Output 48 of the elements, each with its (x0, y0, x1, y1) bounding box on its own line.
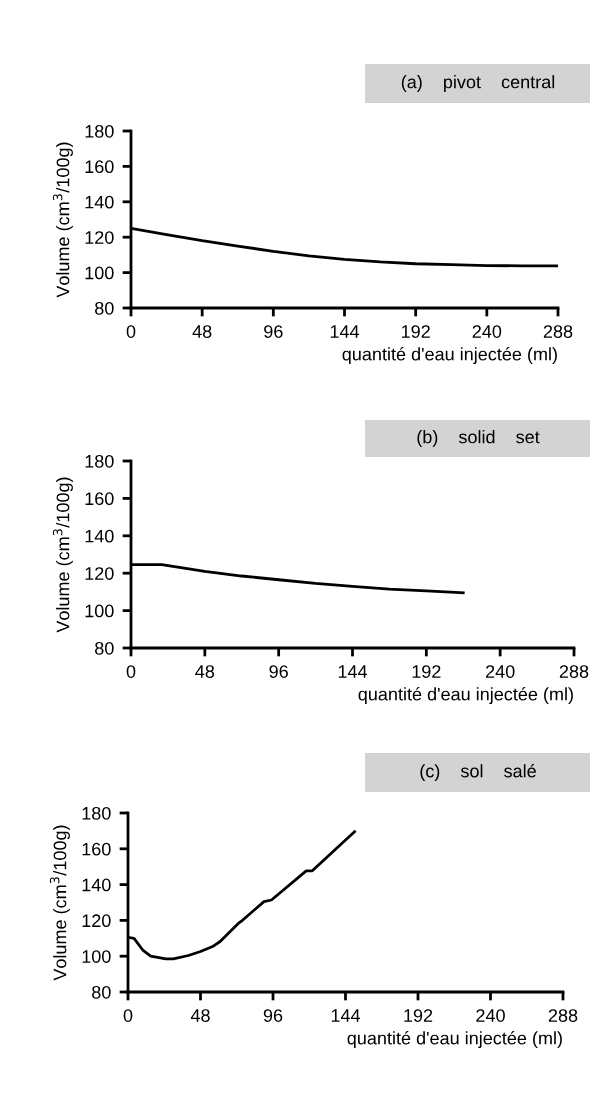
x-tick-label: 288 (543, 325, 573, 338)
x-axis-title: quantité d'eau injectée (ml) (358, 687, 573, 705)
y-tick-label: 120 (85, 231, 114, 244)
x-tick-label: 48 (195, 665, 215, 678)
x-tick-label: 192 (412, 665, 441, 678)
y-tick-label: 80 (95, 641, 114, 655)
x-tick-label: 144 (330, 325, 360, 338)
y-tick-label: 160 (85, 492, 114, 506)
y-tick-label: 100 (85, 604, 114, 618)
y-tick-label: 140 (85, 195, 114, 209)
chart-title: (c) sol salé (420, 763, 536, 782)
y-tick-label: 140 (82, 878, 111, 892)
x-tick-label: 240 (472, 325, 502, 338)
y-tick-label: 80 (92, 985, 111, 999)
x-tick-label: 144 (338, 665, 368, 678)
y-tick-label: 100 (82, 950, 111, 963)
x-tick-label: 240 (486, 665, 515, 678)
y-tick-label: 160 (82, 842, 111, 856)
x-tick-label: 0 (126, 325, 136, 338)
x-tick-label: 48 (192, 325, 212, 338)
y-tick-label: 180 (85, 454, 114, 468)
y-axis-title: Volume (cm$^{3}$/100g) (52, 142, 73, 298)
y-axis-title: Volume (cm$^{3}$/100g) (52, 477, 73, 633)
x-tick-label: 96 (269, 665, 288, 678)
x-tick-label: 288 (548, 1009, 578, 1022)
x-tick-label: 0 (126, 665, 136, 678)
y-tick-label: 120 (82, 914, 111, 928)
chart-title: (a) pivot central (401, 75, 555, 92)
x-axis-title: quantité d'eau injectée (ml) (342, 347, 557, 365)
x-tick-label: 192 (401, 325, 430, 338)
y-tick-label: 140 (85, 529, 114, 543)
x-axis-title: quantité d'eau injectée (ml) (347, 1031, 562, 1049)
x-tick-label: 240 (476, 1009, 505, 1022)
y-axis-title: Volume (cm$^{3}$/100g) (49, 825, 70, 981)
y-tick-label: 180 (85, 124, 114, 138)
chart-title: (b) solid set (417, 430, 540, 447)
x-tick-label: 144 (331, 1009, 361, 1022)
x-tick-label: 48 (190, 1009, 210, 1022)
y-tick-label: 120 (85, 567, 114, 580)
y-tick-label: 100 (85, 266, 114, 280)
y-tick-label: 80 (95, 301, 114, 315)
y-tick-label: 180 (82, 806, 111, 820)
x-tick-label: 192 (404, 1009, 433, 1022)
x-tick-label: 288 (559, 665, 589, 678)
y-tick-label: 160 (85, 160, 114, 174)
x-tick-label: 0 (123, 1009, 133, 1022)
x-tick-label: 96 (263, 1009, 283, 1022)
x-tick-label: 96 (264, 325, 283, 338)
